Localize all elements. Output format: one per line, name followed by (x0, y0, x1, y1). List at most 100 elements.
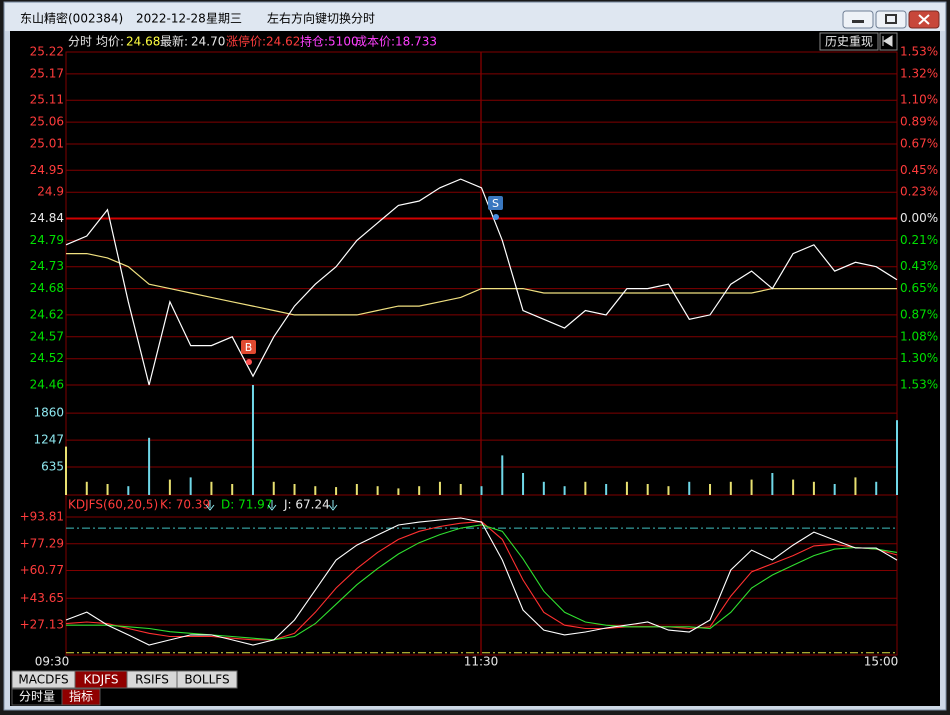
volume-bar (854, 477, 857, 495)
volume-bar (750, 479, 753, 495)
window-title: 东山精密(002384) (20, 11, 123, 26)
kdj-j: J: 67.24 (283, 498, 330, 512)
volume-bar (148, 437, 151, 495)
volume-bar (480, 486, 483, 495)
panel-tab-label: 指标 (69, 689, 93, 704)
cost-price: 成本价:18.733 (355, 35, 437, 49)
price-tick-label: 25.22 (30, 45, 64, 59)
time-label: 09:30 (35, 655, 70, 669)
volume-bar (251, 385, 254, 495)
kdj-tick-label: +60.77 (20, 563, 64, 577)
pct-tick-label: 0.87% (900, 307, 938, 321)
volume-bar (584, 481, 587, 495)
pct-tick-label: 1.10% (900, 93, 938, 107)
pct-tick-label: 1.30% (900, 351, 938, 365)
price-tick-label: 24.79 (30, 233, 64, 247)
volume-bar (376, 486, 379, 495)
volume-bar (501, 455, 504, 495)
kdj-tick-label: +93.81 (20, 510, 64, 524)
volume-bar (667, 486, 670, 495)
j-arrow (328, 500, 338, 511)
price-tick-label: 25.11 (30, 93, 64, 107)
title-bar (5, 3, 945, 31)
price-tick-label: 24.95 (30, 163, 64, 177)
minimize-button[interactable] (842, 10, 874, 29)
d-arrow (267, 500, 277, 511)
volume-bar (397, 488, 400, 495)
pct-tick-label: 1.53% (900, 378, 938, 392)
kdj-name: KDJFS(60,20,5) (68, 498, 158, 512)
panel-tab-label: 分时量 (19, 690, 55, 704)
volume-bar (542, 481, 545, 495)
pct-tick-label: 1.08% (900, 329, 938, 343)
volume-bar (231, 484, 234, 495)
pct-tick-label: 0.89% (900, 115, 938, 129)
volume-bar (896, 420, 898, 495)
price-tick-label: 24.62 (30, 307, 64, 321)
volume-bar (85, 481, 88, 495)
volume-bar (625, 481, 628, 495)
price-tick-label: 24.68 (30, 281, 64, 295)
volume-tick-label: 1247 (33, 433, 64, 447)
volume-bar (709, 484, 712, 495)
history-button[interactable] (819, 32, 879, 51)
maximize-icon (885, 14, 897, 24)
volume-bar (210, 481, 213, 495)
price-line (65, 178, 898, 386)
volume-bar (418, 486, 421, 495)
volume-bar (522, 473, 525, 495)
volume-bar (127, 486, 130, 495)
maximize-button[interactable] (875, 10, 907, 29)
volume-bar (833, 484, 836, 495)
price-tick-label: 25.01 (30, 137, 64, 151)
volume-bar (812, 481, 815, 495)
window-weekday: 星期三 (206, 12, 242, 26)
price-tick-label: 24.52 (30, 351, 64, 365)
price-tick-label: 25.17 (30, 66, 64, 80)
history-button-label: 历史重现 (825, 35, 873, 49)
volume-bar (189, 477, 192, 495)
volume-bar (688, 481, 691, 495)
price-tick-label: 24.46 (30, 378, 64, 392)
volume-tick-label: 1860 (33, 406, 64, 420)
price-tick-label: 24.9 (37, 185, 64, 199)
sell-marker-label: S (492, 197, 499, 210)
time-label: 15:00 (864, 655, 899, 669)
volume-bar (355, 484, 358, 495)
volume-bar (646, 484, 649, 495)
volume-bar (106, 484, 109, 495)
minimize-icon (852, 20, 864, 23)
buy-dot (246, 359, 252, 365)
indicator-tab-label: KDJFS (84, 673, 119, 687)
pct-tick-label: 0.67% (900, 137, 938, 151)
window-date: 2022-12-28 (136, 12, 206, 26)
indicator-tab[interactable] (176, 670, 238, 689)
sell-dot (493, 214, 499, 220)
indicator-tab-label: RSIFS (135, 673, 169, 687)
kdj-tick-label: +77.29 (20, 536, 64, 550)
price-tick-label: 24.84 (30, 211, 64, 225)
panel-tab[interactable] (61, 688, 101, 706)
volume-bar (875, 481, 878, 495)
pct-tick-label: 0.21% (900, 233, 938, 247)
volume-bar (314, 486, 317, 495)
time-label: 11:30 (464, 655, 499, 669)
avg-label: 均价: (96, 35, 124, 49)
mode-label: 分时 (68, 35, 92, 49)
kdj-tick-label: +27.13 (20, 618, 64, 632)
volume-bar (293, 484, 296, 495)
close-icon (918, 14, 930, 25)
volume-bar (605, 484, 608, 495)
kdj-d: D: 71.97 (221, 498, 272, 512)
volume-bar (563, 486, 566, 495)
volume-bar (272, 481, 275, 495)
indicator-tab-label: BOLLFS (184, 673, 229, 687)
k-arrow (205, 500, 215, 511)
pct-tick-label: 0.65% (900, 281, 938, 295)
avg-value: 24.68 (126, 35, 160, 49)
window-hint: 左右方向键切换分时 (267, 11, 375, 26)
pct-tick-label: 0.00% (900, 211, 938, 225)
pct-tick-label: 1.32% (900, 66, 938, 80)
volume-bar (168, 479, 171, 495)
